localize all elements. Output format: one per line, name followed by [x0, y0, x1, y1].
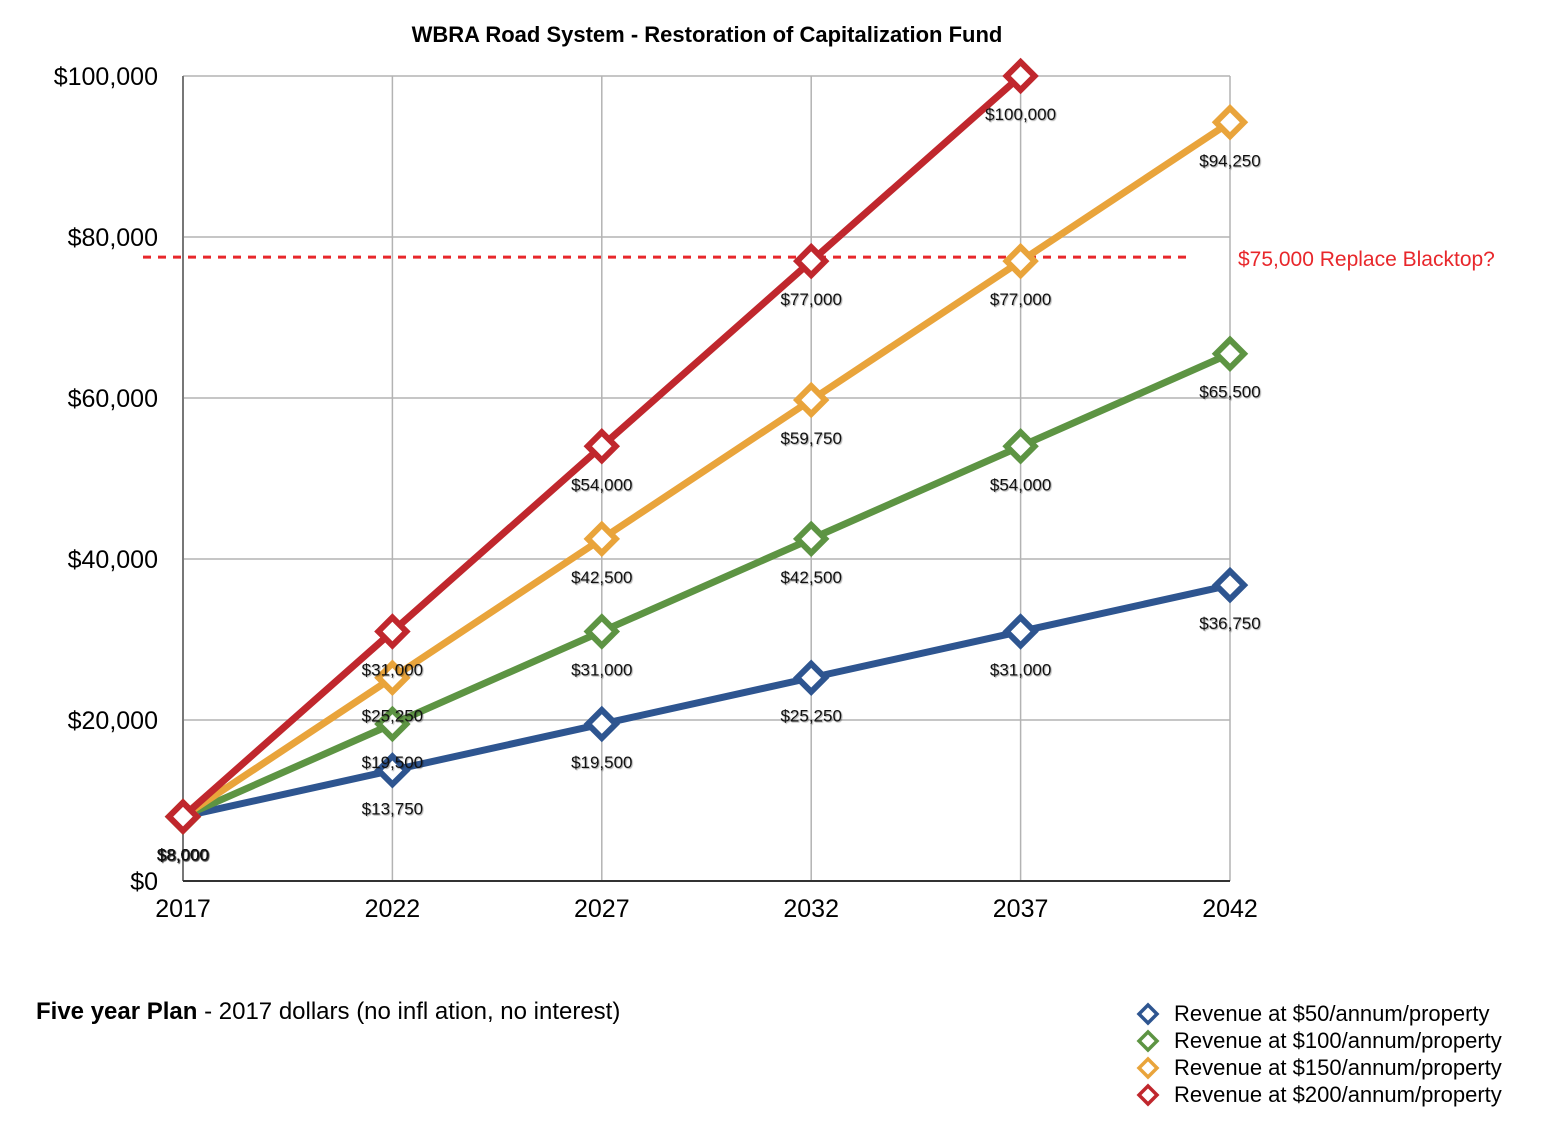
axes: $0 $20,000 $40,000 $60,000 $80,000 $100,000 20…	[54, 63, 1258, 923]
data-point	[164, 798, 202, 835]
data-label: $25,250	[362, 707, 423, 726]
x-tick-label: 2017	[155, 895, 211, 923]
x-tick-label: 2042	[1202, 895, 1258, 923]
data-labels: $8,000 $13,750 $19,500 $25,250 $31,000 $36,75…	[157, 105, 1261, 865]
legend-label: Revenue at $200/annum/property	[1174, 1081, 1502, 1107]
data-label: $8,000	[157, 846, 209, 865]
chart-title: WBRA Road System - Restoration of Capita…	[412, 22, 1003, 47]
legend-diamond-icon	[1136, 1083, 1160, 1106]
data-label: $31,000	[362, 660, 423, 679]
x-tick-label: 2037	[993, 895, 1049, 923]
data-label: $31,000	[990, 660, 1051, 679]
data-label: $94,250	[1199, 151, 1260, 170]
data-label: $36,750	[1199, 614, 1260, 633]
y-tick-label: $100,000	[54, 63, 158, 91]
data-label: $19,500	[571, 753, 632, 772]
legend-diamond-icon	[1136, 1029, 1160, 1052]
reference-line-label: $75,000 Replace Blacktop?	[1238, 248, 1495, 271]
data-point	[583, 705, 621, 743]
legend-label: Revenue at $150/annum/property	[1174, 1054, 1502, 1080]
legend-marker	[1136, 1002, 1160, 1025]
series-group	[164, 57, 1249, 835]
legend-item: Revenue at $150/annum/property	[1136, 1054, 1502, 1081]
footnote-bold: Five year Plan	[36, 998, 198, 1025]
legend-diamond-icon	[1136, 1002, 1160, 1025]
data-point	[792, 520, 830, 558]
footnote: Five year Plan - 2017 dollars (no infl a…	[36, 998, 620, 1026]
data-label: $25,250	[780, 707, 841, 726]
data-point	[792, 242, 830, 280]
legend-item: Revenue at $100/annum/property	[1136, 1027, 1502, 1054]
data-point	[583, 428, 621, 465]
series-line-1	[179, 581, 1234, 821]
data-point	[792, 659, 830, 696]
legend-marker	[1136, 1056, 1160, 1079]
data-point	[1211, 335, 1249, 372]
data-label: $59,750	[780, 429, 841, 448]
data-point	[374, 752, 411, 789]
legend-label: Revenue at $100/annum/property	[1174, 1027, 1502, 1053]
data-point	[1211, 566, 1249, 604]
y-tick-label: $0	[130, 868, 158, 896]
series-line-3	[179, 118, 1234, 821]
data-label: $31,000	[571, 660, 632, 679]
x-tick-label: 2027	[574, 895, 630, 923]
y-tick-label: $40,000	[68, 546, 158, 574]
data-label: $65,500	[1199, 383, 1260, 402]
data-point	[1002, 428, 1039, 465]
legend-diamond-icon	[1136, 1056, 1160, 1079]
footnote-text: - 2017 dollars (no infl ation, no intere…	[197, 998, 621, 1025]
data-point	[374, 705, 411, 743]
legend-item: Revenue at $50/annum/property	[1136, 1000, 1502, 1027]
data-label: $8,000	[157, 846, 209, 865]
data-point	[792, 381, 830, 419]
data-point	[583, 520, 621, 558]
data-label: $54,000	[571, 475, 632, 494]
y-tick-label: $60,000	[68, 385, 158, 413]
legend-marker	[1136, 1029, 1160, 1052]
data-label: $13,750	[362, 799, 423, 818]
legend-marker	[1136, 1083, 1160, 1106]
legend-label: Revenue at $50/annum/property	[1174, 1000, 1490, 1026]
data-label: $19,500	[362, 753, 423, 772]
data-label: $8,000	[157, 846, 209, 865]
data-point	[1002, 242, 1039, 280]
series-line-2	[179, 350, 1234, 821]
data-point	[374, 613, 411, 650]
x-tick-label: 2032	[783, 895, 839, 923]
y-tick-label: $80,000	[68, 224, 158, 252]
data-point	[1002, 57, 1039, 95]
legend-item: Revenue at $200/annum/property	[1136, 1081, 1502, 1108]
data-label: $100,000	[985, 105, 1056, 124]
x-tick-label: 2022	[365, 895, 421, 923]
grid	[183, 75, 1231, 881]
legend: Revenue at $50/annum/property Revenue at …	[1136, 1000, 1502, 1108]
data-point	[1211, 104, 1249, 141]
data-point	[1002, 613, 1039, 650]
data-label: $42,500	[571, 568, 632, 587]
data-label: $8,000	[157, 846, 209, 865]
data-label: $54,000	[990, 475, 1051, 494]
data-label: $77,000	[990, 290, 1051, 309]
data-label: $77,000	[780, 290, 841, 309]
data-point	[583, 613, 621, 650]
data-point	[374, 659, 411, 696]
y-tick-label: $20,000	[68, 707, 158, 735]
data-label: $42,500	[780, 568, 841, 587]
